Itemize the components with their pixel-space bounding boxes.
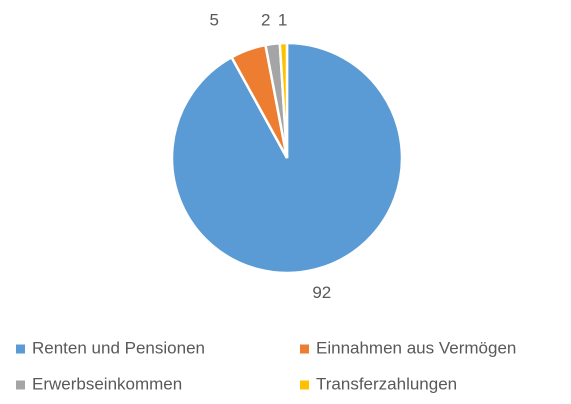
legend-label: Erwerbseinkommen — [32, 374, 182, 393]
data-label: 1 — [278, 10, 287, 29]
legend-label: Einnahmen aus Vermögen — [316, 338, 516, 357]
pie-slice — [278, 41, 289, 159]
data-label: 92 — [312, 283, 331, 302]
data-label: 2 — [261, 10, 270, 29]
data-label: 5 — [210, 10, 219, 29]
legend-swatch — [300, 380, 309, 390]
legend-swatch — [16, 380, 25, 390]
legend-swatch — [16, 344, 25, 354]
legend-label: Transferzahlungen — [316, 374, 457, 393]
legend-swatch — [300, 344, 309, 354]
legend-label: Renten und Pensionen — [32, 338, 205, 357]
